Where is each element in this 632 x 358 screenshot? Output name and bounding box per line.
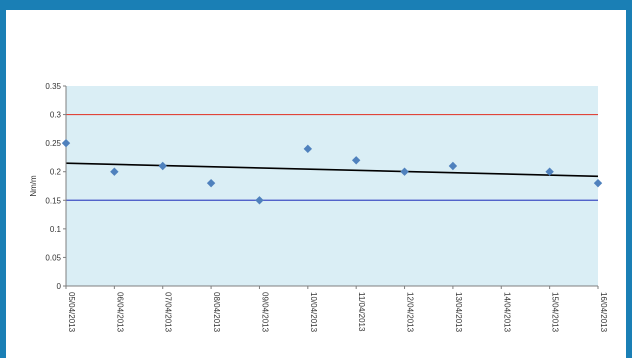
x-tick-label: 06/04/2013 xyxy=(115,292,124,333)
y-tick-label: 0.05 xyxy=(45,253,61,262)
y-tick-label: 0.3 xyxy=(50,111,62,120)
x-tick-label: 13/04/2013 xyxy=(454,292,463,333)
data-point xyxy=(593,178,603,188)
x-tick-labels: 05/04/2013 06/04/2013 07/04/2013 08/04/2013… xyxy=(65,286,608,333)
data-point xyxy=(351,156,361,165)
x-tick-label: 05/04/2013 xyxy=(67,292,76,333)
x-tick-label: 14/04/2013 xyxy=(502,292,511,333)
y-axis-label: Nm/m xyxy=(29,175,38,197)
data-point xyxy=(448,161,458,171)
data-point xyxy=(545,167,554,176)
y-tick-label: 0.2 xyxy=(50,168,62,177)
data-point xyxy=(158,161,167,171)
x-tick-label: 07/04/2013 xyxy=(164,292,173,333)
y-tick-labels: 0 0.05 0.1 0.15 0.2 0.25 0.3 0.35 xyxy=(45,82,66,291)
x-tick-label: 08/04/2013 xyxy=(212,292,221,333)
data-point xyxy=(400,167,409,176)
data-points xyxy=(61,138,603,205)
data-point xyxy=(303,144,313,154)
data-point xyxy=(255,196,264,205)
y-tick-label: 0 xyxy=(57,282,62,291)
x-tick-label: 12/04/2013 xyxy=(406,292,415,333)
x-tick-label: 16/04/2013 xyxy=(599,292,608,333)
x-tick-label: 15/04/2013 xyxy=(551,292,560,333)
y-tick-label: 0.35 xyxy=(45,82,61,91)
y-tick-label: 0.1 xyxy=(50,225,62,234)
x-tick-label: 10/04/2013 xyxy=(309,292,318,333)
x-tick-label: 11/04/2013 xyxy=(357,292,366,332)
data-point xyxy=(206,178,216,188)
plot-area xyxy=(66,86,598,286)
trendline xyxy=(65,162,599,178)
reference-lines xyxy=(66,113,598,201)
y-tick-label: 0.25 xyxy=(45,139,61,148)
x-tick-label: 09/04/2013 xyxy=(260,292,269,333)
axes xyxy=(65,86,598,287)
data-point xyxy=(110,167,119,176)
y-tick-label: 0.15 xyxy=(45,196,61,205)
data-point xyxy=(61,138,71,148)
trendline-group xyxy=(65,162,599,178)
